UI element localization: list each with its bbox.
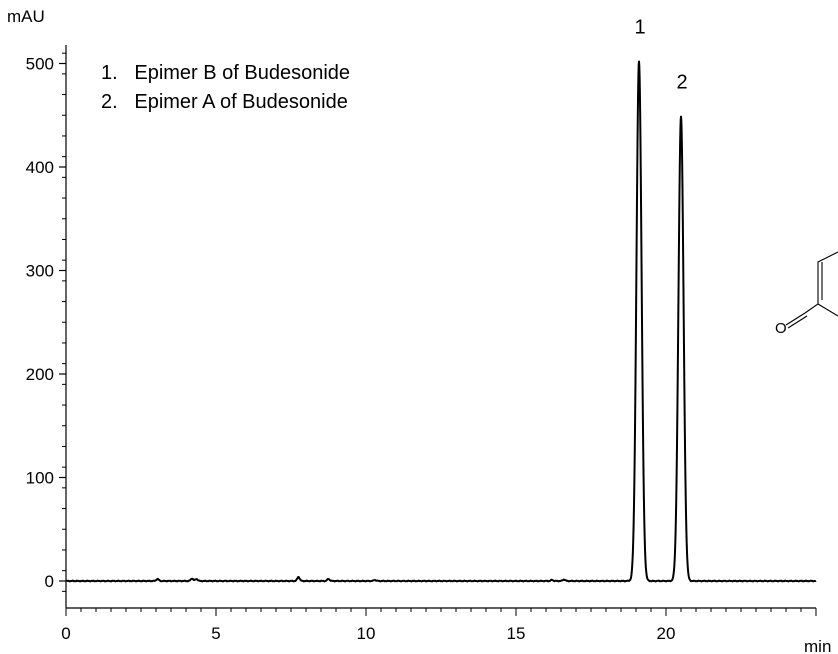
y-axis-label: mAU — [7, 7, 45, 26]
x-tick-label: 10 — [357, 624, 376, 643]
legend-entry-1: 1. Epimer B of Budesonide — [101, 62, 350, 84]
y-tick-label: 0 — [45, 572, 54, 591]
peak-label-2: 2 — [676, 71, 687, 93]
molecule-structure-fragment: O — [775, 251, 838, 337]
structure-carbonyl-bond — [785, 312, 808, 329]
y-tick-label: 100 — [26, 469, 54, 488]
x-tick-label: 0 — [61, 624, 70, 643]
y-tick-label: 400 — [26, 158, 54, 177]
x-axis-label: min — [804, 637, 831, 654]
peak-label-1: 1 — [634, 16, 645, 38]
structure-oxygen-label: O — [775, 320, 787, 337]
y-tick-label: 300 — [26, 262, 54, 281]
x-tick-label: 5 — [211, 624, 220, 643]
chromatogram-trace — [65, 60, 817, 583]
legend-entry-2: 2. Epimer A of Budesonide — [101, 91, 348, 113]
y-ticks: 0 100 200 300 400 500 — [26, 52, 66, 592]
x-ticks: 0 5 10 15 20 — [61, 608, 817, 643]
x-tick-label: 20 — [657, 624, 676, 643]
legend: 1. Epimer B of Budesonide 2. Epimer A of… — [101, 62, 350, 113]
x-tick-label: 15 — [507, 624, 526, 643]
y-tick-label: 200 — [26, 365, 54, 384]
structure-bonds — [804, 251, 838, 317]
axes: 0 100 200 300 400 500 0 5 10 15 20 — [26, 45, 817, 643]
y-tick-label: 500 — [26, 55, 54, 74]
peak-labels: 12 — [634, 16, 687, 93]
